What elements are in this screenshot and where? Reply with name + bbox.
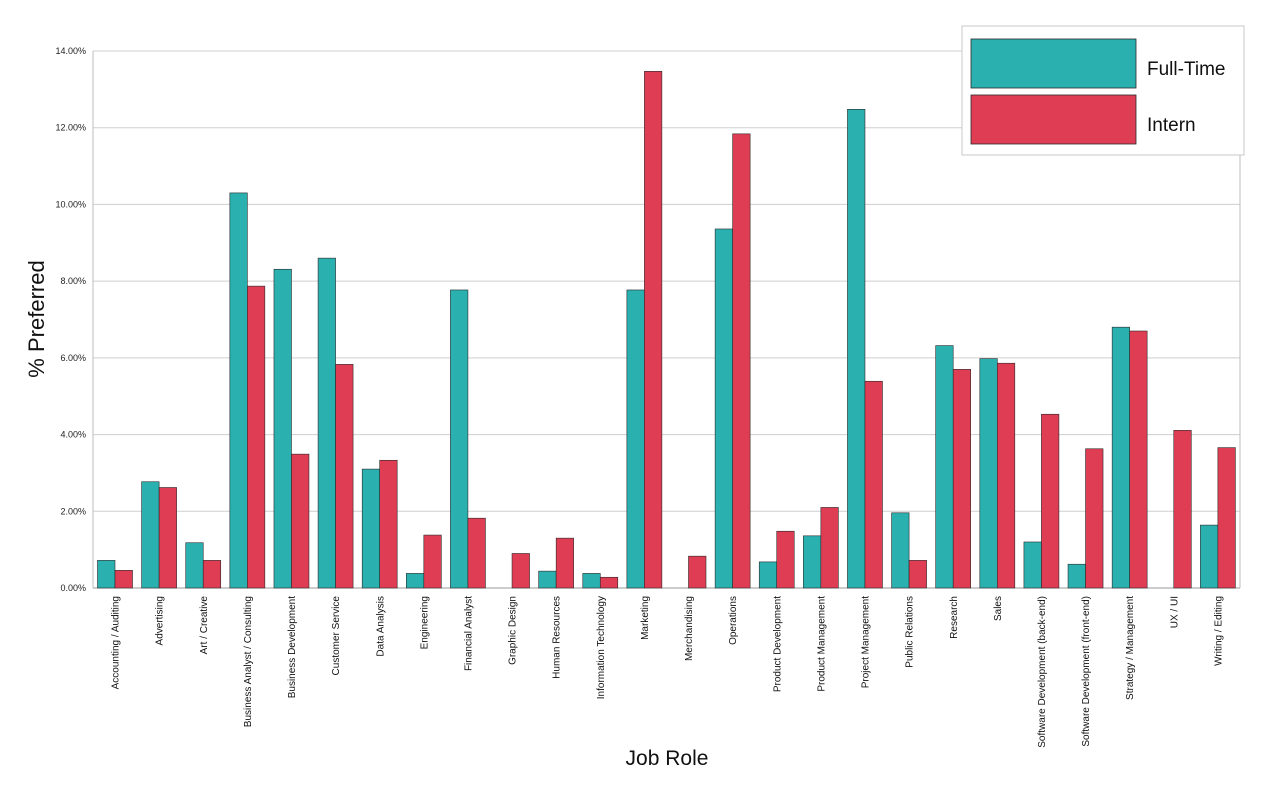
x-tick-label: Business Analyst / Consulting [243,596,254,727]
bar-full-time [935,345,954,589]
legend: Full-Time Intern [961,25,1245,156]
bar-full-time [141,481,160,589]
bar-full-time [1023,541,1042,589]
bar-intern [467,517,486,589]
x-tick-label: Financial Analyst [463,596,474,671]
x-tick-label: Software Development (back-end) [1037,596,1048,748]
x-tick-label: Data Analysis [375,596,386,657]
bar-full-time [273,268,292,589]
x-tick-label: Information Technology [596,596,607,699]
bar-intern [688,555,707,589]
y-tick-label: 0.00% [60,583,86,593]
x-tick-label: Accounting / Auditing [111,596,122,689]
x-tick-label: UX / UI [1169,596,1180,628]
bar-intern [820,507,839,589]
x-tick-label: Advertising [155,596,166,645]
x-tick-label: Project Management [861,596,872,688]
y-tick-label: 12.00% [55,123,86,133]
bar-full-time [1067,563,1086,589]
x-tick-label: Customer Service [331,596,342,676]
x-axis-title: Job Role [626,747,709,770]
bar-full-time [714,228,733,589]
y-tick-label: 14.00% [55,46,86,56]
x-tick-label: Strategy / Management [1125,596,1136,700]
y-tick-label: 8.00% [60,276,86,286]
x-tick-label: Sales [993,596,1004,621]
bar-intern [776,530,795,589]
bar-full-time [1111,326,1130,589]
bar-intern [644,71,663,589]
legend-swatch-full-time [970,38,1137,89]
x-tick-label: Merchandising [684,596,695,661]
bar-full-time [891,512,910,589]
x-tick-label: Public Relations [905,596,916,668]
bar-full-time [979,358,998,589]
bar-full-time [317,257,336,589]
x-tick-label: Business Development [287,596,298,698]
bar-intern [599,576,619,589]
x-tick-label: Writing / Editing [1213,596,1224,666]
bar-intern [114,570,133,589]
bar-full-time [1200,524,1219,589]
bars [97,71,1236,589]
x-tick-label: Art / Creative [199,596,210,655]
bar-full-time [626,289,645,589]
y-tick-labels: 0.00% 2.00% 4.00% 6.00% 8.00% 10.00% 12.00% 14.… [55,46,86,593]
bar-full-time [450,289,469,589]
bar-intern [1129,330,1148,589]
x-tick-labels: Accounting / Auditing Advertising Art / Cr… [111,596,1225,748]
bar-intern [864,380,883,589]
bar-intern [335,364,354,589]
bar-intern [158,487,177,589]
x-tick-label: Operations [728,596,739,645]
x-tick-label: Human Resources [552,596,563,679]
x-tick-label: Research [949,596,960,639]
bar-intern [952,369,971,589]
x-tick-label: Graphic Design [508,596,519,665]
x-tick-label: Software Development (front-end) [1081,596,1092,747]
bar-intern [291,453,310,589]
bar-intern [423,534,442,589]
legend-label-full-time: Full-Time [1147,59,1225,80]
bar-intern [247,285,266,589]
bar-full-time [538,570,557,589]
legend-label-intern: Intern [1147,115,1196,136]
x-tick-label: Product Management [816,596,827,692]
bar-intern [511,553,530,589]
x-tick-label: Engineering [419,596,430,649]
bar-full-time [185,542,204,589]
bar-full-time [97,560,116,589]
bar-intern [1173,430,1192,589]
bar-full-time [758,561,778,589]
bar-intern [555,537,574,589]
bar-full-time [582,573,601,589]
bar-full-time [229,192,248,589]
y-tick-label: 2.00% [60,506,86,516]
bar-full-time [406,573,425,589]
bar-full-time [847,109,866,589]
x-tick-label: Product Development [772,596,783,692]
y-tick-label: 4.00% [60,430,86,440]
bar-full-time [803,535,822,589]
bar-intern [732,133,751,589]
bar-full-time [361,468,380,589]
bar-intern [908,560,927,589]
y-tick-label: 6.00% [60,353,86,363]
legend-swatch-intern [970,94,1137,145]
y-tick-label: 10.00% [55,199,86,209]
bar-intern [1217,447,1236,589]
bar-intern [202,560,222,589]
bar-intern [997,362,1016,589]
bar-intern [379,459,398,589]
x-tick-label: Marketing [640,596,651,640]
y-axis-title: % Preferred [24,260,49,377]
bar-intern [1085,448,1104,589]
bar-intern [1041,413,1060,589]
